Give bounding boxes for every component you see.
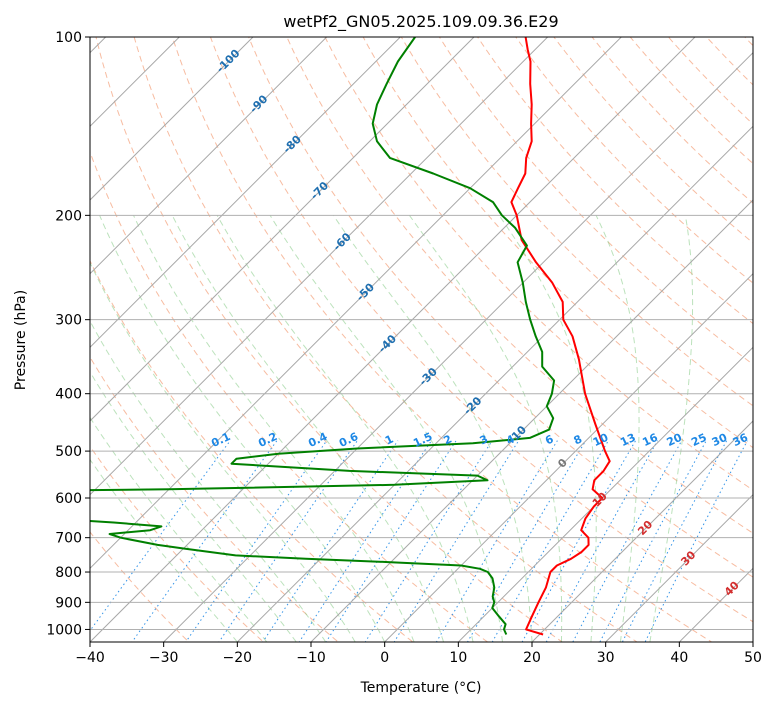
plot-frame: [89, 36, 754, 643]
dry-adiabat-line: [286, 37, 753, 534]
mixing-ratio-line: [131, 440, 278, 642]
mixing-ratio-line: [621, 440, 728, 642]
mixing-ratio-label: 36: [731, 431, 751, 449]
temperature-profile: [510, 37, 611, 636]
y-tick-label: 700: [55, 531, 82, 547]
isotherm-line: [383, 272, 753, 642]
moist-adiabat-line: [269, 215, 503, 642]
y-tick-label: 200: [55, 208, 82, 224]
grid-lines: [90, 37, 753, 642]
isotherm-line: [457, 346, 753, 642]
moist-adiabat-line: [498, 215, 597, 642]
y-axis-label: Pressure (hPa): [13, 290, 29, 390]
y-tick-label: 400: [55, 387, 82, 403]
mixing-ratio-line: [599, 440, 707, 642]
moist-adiabat-line: [90, 416, 268, 642]
moist-adiabat-line: [90, 458, 238, 642]
moist-adiabat-line: [90, 261, 356, 642]
x-tick-label: −30: [149, 650, 179, 666]
isotherm-line: [90, 37, 402, 349]
dewpoint-profile: [90, 37, 556, 635]
isotherm-line: [236, 125, 753, 642]
y-tick-label: 300: [55, 313, 82, 329]
dry-adiabat-line: [171, 37, 713, 642]
dry-adiabat-line: [438, 37, 753, 366]
dry-adiabat-line: [591, 37, 753, 204]
moist-adiabat-line: [216, 215, 474, 642]
moist-adiabat-line: [595, 215, 640, 642]
mixing-ratio-label: 30: [710, 431, 730, 449]
y-tick-label: 500: [55, 444, 82, 460]
mixing-ratio-label: 20: [665, 431, 685, 449]
x-tick-label: −20: [223, 650, 253, 666]
dry-adiabat-line: [90, 445, 265, 642]
dry-adiabat-line: [476, 37, 753, 325]
dry-adiabat-line: [90, 259, 414, 642]
series-layer: [90, 37, 611, 636]
isotherm-line: [90, 37, 549, 496]
chart-title: wetPf2_GN05.2025.109.09.36.E29: [283, 12, 558, 32]
x-tick-label: 40: [670, 650, 688, 666]
x-tick-label: 30: [597, 650, 615, 666]
mixing-ratio-label: 16: [640, 431, 660, 449]
x-axis-label: Temperature (°C): [360, 680, 482, 696]
y-tick-label: 1000: [46, 622, 82, 638]
mixing-ratio-line: [90, 440, 231, 632]
mixing-ratio-line: [545, 440, 659, 642]
y-axis: 100 200 300 400 500 600 700 800 900 1000: [46, 30, 90, 638]
isotherm-line: [604, 493, 753, 642]
x-tick-label: −10: [296, 650, 326, 666]
dry-adiabat-line: [362, 37, 753, 449]
moist-adiabat-line: [133, 215, 415, 642]
y-tick-label: 900: [55, 595, 82, 611]
y-tick-label: 600: [55, 491, 82, 507]
isotherm-line: [90, 37, 475, 422]
isotherm-line: [531, 420, 753, 642]
dry-adiabat-line: [90, 531, 190, 642]
isotherm-line: [90, 37, 254, 201]
x-tick-label: −40: [75, 650, 105, 666]
mixing-ratio-line: [393, 440, 520, 642]
isotherm-line: [310, 199, 753, 642]
mixing-ratio-line: [364, 440, 493, 642]
moist-adiabat-line: [99, 215, 386, 642]
moist-adiabat-line: [171, 215, 445, 642]
moist-adiabat-line: [90, 320, 327, 642]
mixing-ratio-line: [325, 440, 457, 642]
mixing-ratio-label: 10: [591, 431, 611, 449]
isotherm-line: [90, 37, 623, 570]
dry-adiabat-line: [400, 37, 753, 407]
x-tick-label: 20: [523, 650, 541, 666]
x-tick-label: 0: [380, 650, 389, 666]
background-lines: [90, 37, 753, 642]
dry-adiabat-line: [95, 37, 564, 642]
isotherm-line: [162, 51, 753, 642]
x-tick-label: 50: [744, 650, 762, 666]
y-tick-label: 100: [55, 30, 82, 46]
dry-adiabat-line: [248, 37, 753, 578]
mixing-ratio-line: [644, 440, 748, 642]
mixing-ratio-label: 25: [689, 431, 708, 449]
y-tick-label: 800: [55, 565, 82, 581]
moist-adiabat-line: [408, 215, 563, 642]
dry-adiabat-line: [324, 37, 753, 491]
moist-adiabat-line: [332, 215, 533, 642]
dry-adiabat-line: [629, 37, 753, 165]
x-tick-label: 10: [449, 650, 467, 666]
moist-adiabat-line: [90, 370, 297, 642]
mixing-ratio-line: [298, 440, 432, 642]
x-axis: −40 −30 −20 −10 0 10 20 30 40 50: [75, 642, 762, 666]
isotherm-line: [90, 37, 328, 275]
mixing-ratio-line: [572, 440, 683, 642]
mixing-ratio-line: [435, 440, 558, 642]
mixing-ratio-label: 13: [618, 431, 637, 449]
moist-adiabat-line: [649, 215, 694, 642]
dry-adiabat-line: [90, 150, 489, 642]
